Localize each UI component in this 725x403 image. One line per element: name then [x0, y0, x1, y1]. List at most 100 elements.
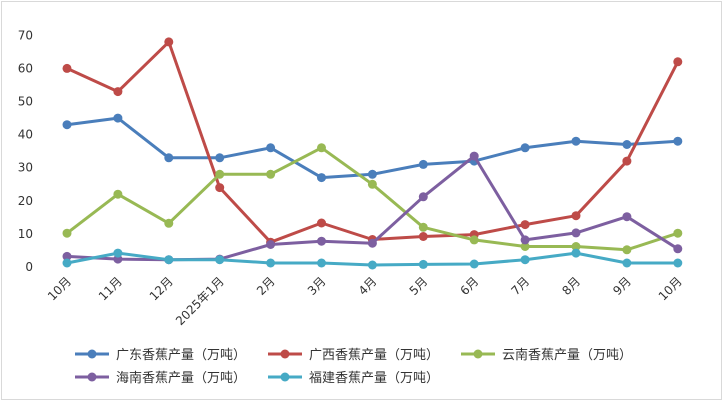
series-0 — [62, 113, 683, 183]
y-tick-label-1: 10 — [18, 227, 33, 241]
legend-label-1: 广西香蕉产量（万吨） — [309, 348, 439, 363]
data-point-3-12 — [673, 244, 683, 254]
data-point-1-10 — [571, 211, 581, 221]
data-point-4-7 — [418, 259, 428, 269]
data-point-2-3 — [215, 169, 225, 179]
data-point-2-1 — [113, 189, 123, 199]
x-tick-label-1: 11月 — [96, 274, 125, 303]
data-point-4-6 — [367, 260, 377, 270]
data-point-3-11 — [622, 212, 632, 222]
data-point-2-6 — [367, 179, 377, 189]
data-point-2-5 — [317, 143, 326, 153]
data-point-4-4 — [266, 258, 276, 268]
data-point-0-5 — [317, 173, 326, 183]
data-point-2-9 — [520, 242, 530, 251]
legend-item-3: 海南香蕉产量（万吨） — [75, 370, 246, 386]
data-point-4-5 — [317, 258, 326, 268]
data-point-4-8 — [469, 259, 479, 269]
x-tick-label-0: 10月 — [45, 274, 74, 303]
data-point-4-0 — [62, 258, 72, 268]
data-point-0-4 — [266, 143, 276, 153]
data-point-2-0 — [62, 228, 72, 238]
data-point-2-2 — [164, 218, 174, 228]
data-point-4-12 — [673, 258, 683, 268]
legend-label-3: 海南香蕉产量（万吨） — [116, 370, 246, 386]
legend-item-2: 云南香蕉产量（万吨） — [461, 347, 632, 363]
data-point-0-10 — [571, 136, 581, 146]
x-tick-label-8: 6月 — [458, 274, 482, 298]
legend-item-0: 广东香蕉产量（万吨） — [75, 348, 246, 363]
data-point-2-8 — [469, 235, 479, 245]
data-point-3-10 — [571, 228, 581, 238]
legend-marker-1 — [280, 349, 290, 359]
data-point-1-9 — [520, 220, 530, 230]
y-tick-label-7: 70 — [18, 28, 33, 42]
legend-marker-0 — [87, 349, 97, 359]
y-tick-label-6: 60 — [18, 61, 33, 75]
data-point-0-11 — [622, 140, 632, 149]
x-tick-label-7: 5月 — [407, 274, 431, 298]
legend-marker-4 — [280, 372, 290, 382]
series-2 — [62, 143, 683, 255]
x-tick-label-6: 4月 — [356, 274, 380, 298]
data-point-1-0 — [62, 63, 72, 73]
data-point-1-12 — [673, 57, 683, 67]
data-point-3-5 — [317, 236, 326, 246]
series-4 — [62, 248, 683, 270]
data-point-1-1 — [113, 87, 123, 97]
data-point-3-7 — [418, 192, 428, 202]
x-tick-label-12: 10月 — [656, 274, 685, 303]
data-point-0-2 — [164, 153, 174, 163]
data-point-2-10 — [571, 242, 581, 251]
y-tick-label-3: 30 — [18, 161, 33, 175]
legend-label-0: 广东香蕉产量（万吨） — [116, 348, 246, 363]
y-tick-label-0: 0 — [25, 260, 33, 274]
data-point-4-10 — [571, 248, 581, 258]
x-tick-label-4: 2月 — [254, 274, 278, 298]
data-point-3-0 — [62, 251, 72, 261]
data-point-4-2 — [164, 255, 174, 265]
data-point-1-5 — [317, 218, 326, 228]
data-point-2-11 — [622, 245, 632, 255]
data-point-0-6 — [367, 169, 377, 179]
data-point-4-11 — [622, 258, 632, 268]
y-tick-label-2: 20 — [18, 194, 33, 208]
data-point-0-0 — [62, 120, 72, 130]
series-line-2 — [65, 146, 680, 252]
legend-label-4: 福建香蕉产量（万吨） — [309, 371, 439, 386]
data-point-0-3 — [215, 153, 225, 163]
legend-label-2: 云南香蕉产量（万吨） — [502, 347, 632, 363]
legend: 广东香蕉产量（万吨） 广西香蕉产量（万吨） 云南香蕉产量（万吨） 海南香蕉产量（万吨）… — [75, 347, 632, 386]
data-point-4-1 — [113, 248, 123, 258]
data-point-0-1 — [113, 113, 123, 123]
legend-marker-3 — [87, 372, 97, 382]
data-point-1-2 — [164, 37, 174, 47]
data-point-4-9 — [520, 255, 530, 265]
data-point-0-7 — [418, 159, 428, 169]
data-point-4-3 — [215, 255, 225, 265]
x-tick-label-2: 12月 — [147, 274, 176, 303]
data-point-1-7 — [418, 232, 428, 241]
series-layer — [62, 37, 683, 270]
data-point-3-9 — [520, 235, 530, 245]
data-point-3-6 — [367, 238, 377, 248]
y-tick-label-4: 40 — [18, 128, 33, 142]
legend-item-1: 广西香蕉产量（万吨） — [268, 348, 439, 363]
x-tick-label-10: 8月 — [559, 274, 583, 298]
data-point-3-4 — [266, 240, 276, 249]
data-point-1-11 — [622, 156, 632, 166]
data-point-0-12 — [673, 136, 683, 146]
data-point-1-3 — [215, 183, 225, 193]
x-tick-label-9: 7月 — [508, 274, 532, 298]
x-tick-label-5: 3月 — [305, 274, 329, 298]
data-point-2-7 — [418, 222, 428, 232]
data-point-3-8 — [469, 151, 479, 161]
y-tick-label-5: 50 — [18, 95, 33, 109]
data-point-2-4 — [266, 169, 276, 179]
series-line-0 — [65, 116, 680, 180]
x-tick-label-3: 2025年1月 — [173, 274, 227, 328]
data-point-0-9 — [520, 143, 530, 153]
